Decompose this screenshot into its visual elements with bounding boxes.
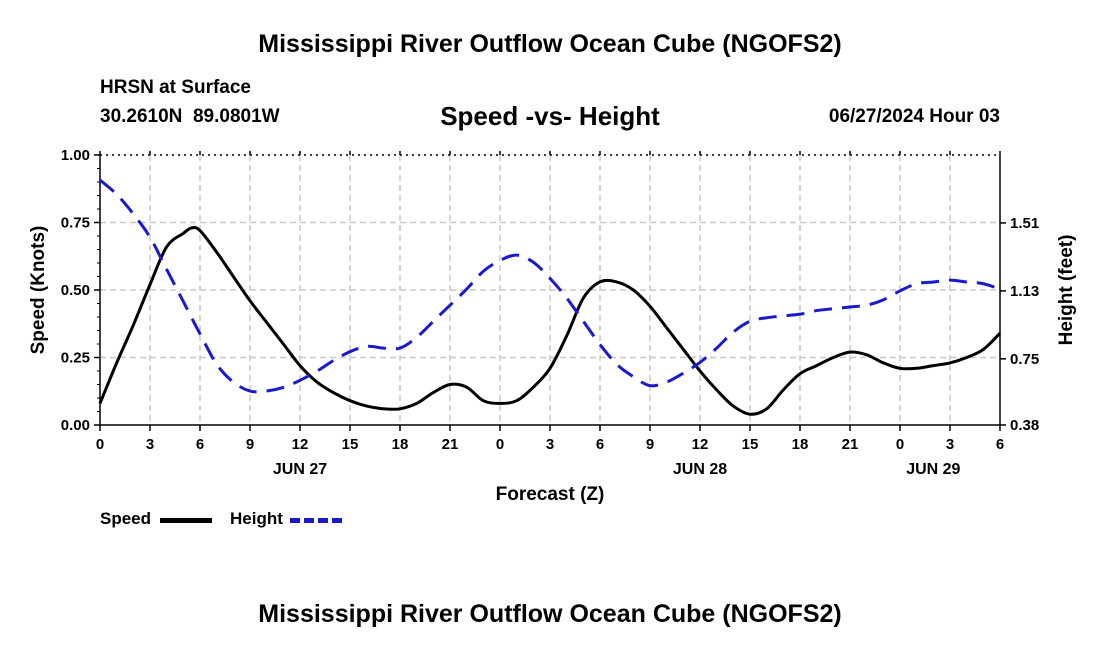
x-tick-label: 18 <box>792 436 809 453</box>
x-tick-label: 3 <box>546 436 554 453</box>
data-series <box>98 178 1002 416</box>
station-label: HRSN at Surface <box>100 77 251 98</box>
date-label: JUN 29 <box>906 461 960 478</box>
legend-speed-label: Speed <box>100 509 152 528</box>
chart-subtitle: Speed -vs- Height <box>440 101 660 131</box>
date-label: JUN 27 <box>273 461 327 478</box>
bottom-chart-title: Mississippi River Outflow Ocean Cube (NG… <box>258 600 842 628</box>
forecast-date-label: 06/27/2024 Hour 03 <box>828 106 1000 127</box>
grid-lines <box>100 155 1000 425</box>
y-tick-label: 0.25 <box>61 350 90 367</box>
x-tick-label: 3 <box>946 436 954 453</box>
legend-speed-swatch <box>160 518 212 523</box>
x-tick-label: 6 <box>996 436 1004 453</box>
chart-title: Mississippi River Outflow Ocean Cube (NG… <box>258 30 842 58</box>
legend-height-label: Height <box>230 509 283 528</box>
y-tick-label: 0.50 <box>61 282 90 299</box>
date-label: JUN 28 <box>673 461 727 478</box>
y-axis-label: Speed (Knots) <box>28 226 49 355</box>
x-tick-label: 3 <box>146 436 154 453</box>
x-tick-label: 0 <box>896 436 904 453</box>
legend-height-swatch <box>290 518 342 523</box>
y2-tick-label: 0.38 <box>1010 417 1039 434</box>
x-tick-label: 0 <box>496 436 504 453</box>
height-series-line <box>99 178 1001 394</box>
x-tick-label: 21 <box>842 436 859 453</box>
x-tick-label: 9 <box>246 436 254 453</box>
y2-tick-label: 0.75 <box>1010 351 1039 368</box>
y2-tick-label: 1.51 <box>1010 215 1039 232</box>
x-tick-label: 15 <box>342 436 359 453</box>
y-tick-label: 0.00 <box>61 417 90 434</box>
x-tick-label: 21 <box>442 436 459 453</box>
x-tick-label: 15 <box>742 436 759 453</box>
x-tick-label: 0 <box>96 436 104 453</box>
x-tick-label: 9 <box>646 436 654 453</box>
y2-axis-label: Height (feet) <box>1056 235 1077 346</box>
y2-tick-label: 1.13 <box>1010 283 1039 300</box>
x-tick-label: 6 <box>596 436 604 453</box>
y-tick-label: 0.75 <box>61 215 90 232</box>
x-tick-label: 6 <box>196 436 204 453</box>
x-axis-label: Forecast (Z) <box>496 484 605 505</box>
speed-series-line <box>98 225 1002 416</box>
lat-lon-label: 30.2610N 89.0801W <box>100 106 280 127</box>
y-tick-label: 1.00 <box>61 147 90 164</box>
x-tick-label: 12 <box>692 436 709 453</box>
axis-ticks: 0 3 6 9 12 15 18 21 0 3 6 9 12 15 18 21 0 3 6 JUN 27 JUN 28 J… <box>61 147 1039 478</box>
x-tick-label: 18 <box>392 436 409 453</box>
x-tick-label: 12 <box>292 436 309 453</box>
